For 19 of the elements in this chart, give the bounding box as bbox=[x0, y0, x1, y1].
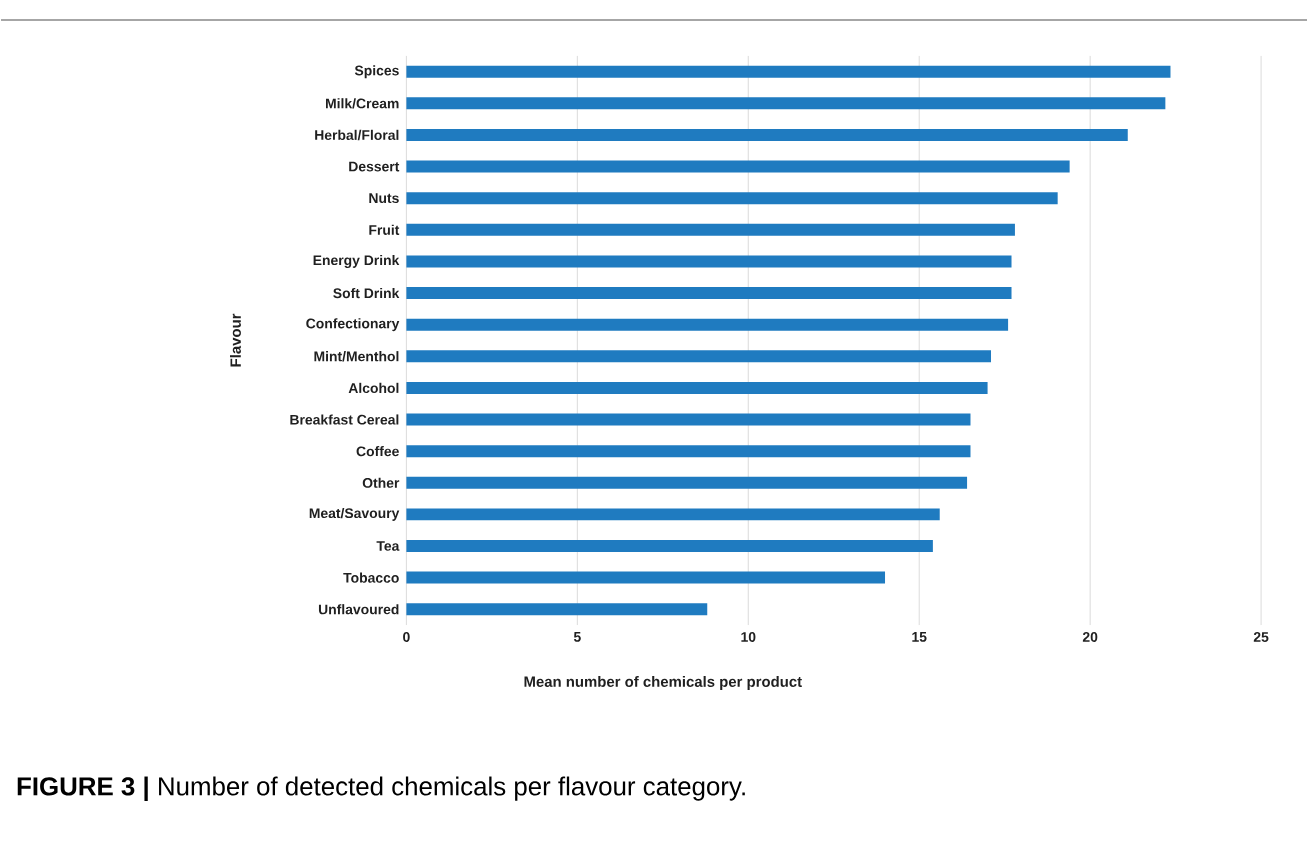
bar bbox=[406, 223, 1015, 236]
bar bbox=[406, 128, 1128, 141]
bar bbox=[406, 571, 886, 584]
bar bbox=[406, 413, 971, 426]
bar bbox=[406, 539, 933, 552]
bar bbox=[406, 191, 1058, 204]
bar bbox=[406, 381, 988, 394]
bar bbox=[406, 444, 971, 457]
bar bbox=[406, 508, 940, 521]
bar bbox=[406, 349, 991, 362]
text: FIGURE 3 | Number of detected chemicals per flavour category. bbox=[17, 776, 745, 801]
bar bbox=[406, 318, 1009, 331]
bar bbox=[406, 65, 1171, 78]
bar bbox=[406, 602, 708, 615]
bar bbox=[406, 255, 1012, 268]
bar bbox=[406, 476, 968, 489]
bar bbox=[406, 286, 1012, 299]
bar bbox=[406, 160, 1070, 173]
bar bbox=[406, 97, 1166, 109]
